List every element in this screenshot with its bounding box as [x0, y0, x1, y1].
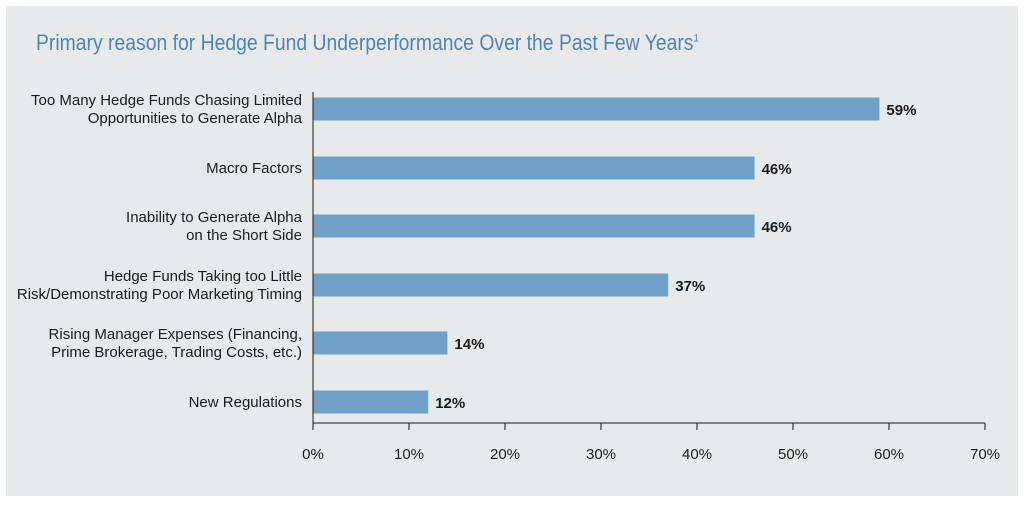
x-tick-label-1: 10% — [394, 446, 424, 463]
value-label-2: 46% — [762, 219, 792, 236]
x-tick-label-4: 40% — [682, 446, 712, 463]
x-tick-label-5: 50% — [778, 446, 808, 463]
bar-4 — [313, 331, 448, 355]
chart-title-text: Primary reason for Hedge Fund Underperfo… — [36, 30, 694, 55]
bar-3 — [313, 273, 669, 297]
category-label-5: New Regulations — [189, 394, 302, 411]
x-tick-label-6: 60% — [874, 446, 904, 463]
value-label-5: 12% — [435, 395, 465, 412]
bar-2 — [313, 214, 755, 238]
value-label-1: 46% — [762, 161, 792, 178]
category-label-1: Macro Factors — [206, 160, 302, 177]
x-tick-label-7: 70% — [970, 446, 1000, 463]
category-label-0: Too Many Hedge Funds Chasing Limited Oppo… — [31, 92, 303, 127]
value-label-4: 14% — [454, 336, 484, 353]
x-tick-label-3: 30% — [586, 446, 616, 463]
bar-0 — [313, 97, 880, 121]
x-tick-label-0: 0% — [302, 446, 324, 463]
chart-panel — [6, 6, 1018, 496]
title-footnote: 1 — [693, 32, 699, 45]
bar-1 — [313, 156, 755, 180]
category-label-2: Inability to Generate Alpha on the Short … — [126, 209, 303, 244]
bar-5 — [313, 390, 429, 414]
category-label-4: Rising Manager Expenses (Financing, Prime… — [49, 326, 302, 361]
value-label-3: 37% — [675, 278, 705, 295]
category-label-3: Hedge Funds Taking too Little Risk/Demons… — [17, 268, 302, 303]
chart-title: Primary reason for Hedge Fund Underperfo… — [36, 30, 699, 56]
value-label-0: 59% — [886, 102, 916, 119]
x-tick-label-2: 20% — [490, 446, 520, 463]
